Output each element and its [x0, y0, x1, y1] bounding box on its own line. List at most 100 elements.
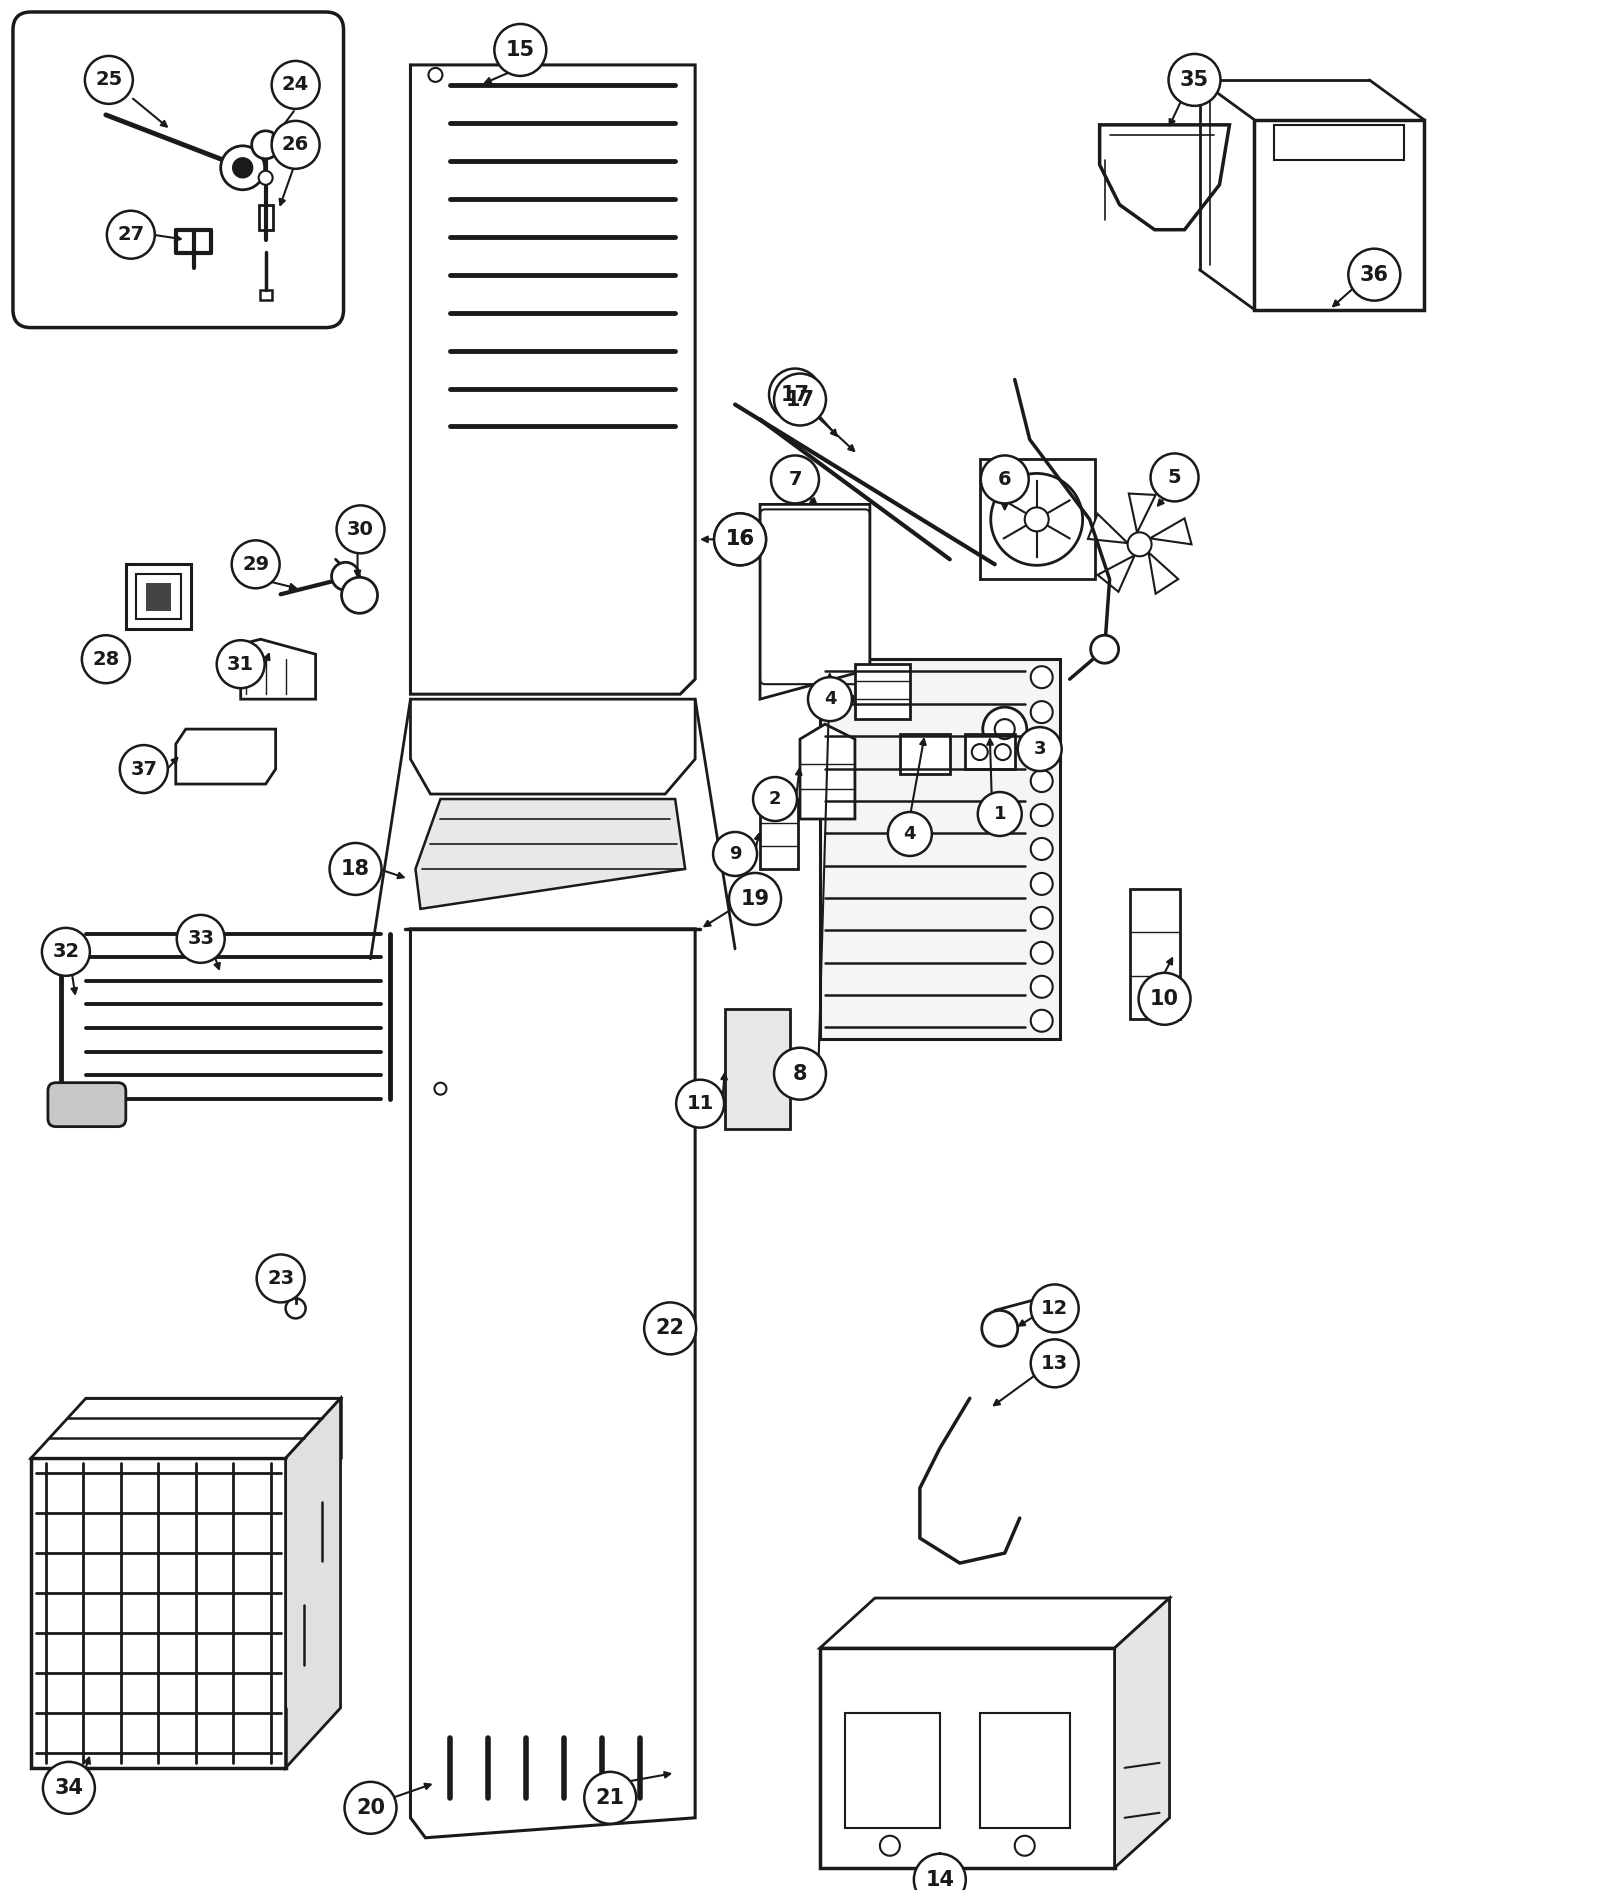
Circle shape	[251, 131, 280, 159]
Circle shape	[1014, 1835, 1035, 1856]
Circle shape	[1030, 872, 1053, 895]
Circle shape	[1030, 942, 1053, 963]
Polygon shape	[136, 575, 181, 619]
Polygon shape	[1254, 119, 1424, 310]
Circle shape	[584, 1771, 637, 1824]
Text: 16: 16	[725, 530, 755, 549]
Text: 26: 26	[282, 136, 309, 155]
Circle shape	[331, 562, 360, 590]
Polygon shape	[411, 64, 694, 694]
Polygon shape	[1099, 125, 1229, 229]
Bar	[845, 1712, 939, 1828]
Text: 18: 18	[341, 859, 370, 880]
Circle shape	[232, 157, 253, 178]
Text: 14: 14	[925, 1869, 954, 1890]
Circle shape	[107, 210, 155, 259]
Text: 31: 31	[227, 655, 254, 674]
Text: 4: 4	[824, 691, 837, 708]
Text: 13: 13	[1042, 1355, 1069, 1374]
Circle shape	[754, 778, 797, 821]
Polygon shape	[30, 1459, 286, 1767]
Circle shape	[771, 456, 819, 503]
Text: 4: 4	[904, 825, 917, 844]
Polygon shape	[240, 639, 315, 700]
Circle shape	[1030, 666, 1053, 689]
Circle shape	[176, 916, 224, 963]
Text: 29: 29	[242, 554, 269, 573]
Text: 3: 3	[1034, 740, 1046, 759]
Polygon shape	[800, 725, 854, 819]
Text: 22: 22	[656, 1319, 685, 1338]
Circle shape	[770, 369, 821, 420]
Polygon shape	[1088, 515, 1128, 543]
Text: 9: 9	[730, 846, 741, 863]
Circle shape	[429, 68, 443, 81]
Text: 36: 36	[1360, 265, 1389, 284]
Polygon shape	[819, 1599, 1170, 1648]
Polygon shape	[1275, 125, 1405, 159]
Circle shape	[914, 1854, 966, 1892]
Polygon shape	[1128, 494, 1155, 534]
Text: 21: 21	[595, 1788, 624, 1809]
Text: 15: 15	[506, 40, 534, 61]
Circle shape	[1091, 636, 1118, 664]
Polygon shape	[30, 1398, 341, 1459]
Circle shape	[645, 1302, 696, 1355]
Circle shape	[272, 121, 320, 168]
Polygon shape	[1098, 554, 1134, 592]
Circle shape	[981, 456, 1029, 503]
FancyBboxPatch shape	[13, 11, 344, 327]
Circle shape	[774, 373, 826, 426]
Circle shape	[216, 639, 264, 689]
Circle shape	[286, 1298, 306, 1319]
Bar	[979, 1712, 1070, 1828]
Polygon shape	[1130, 889, 1179, 1018]
Circle shape	[1030, 1010, 1053, 1031]
Circle shape	[1030, 702, 1053, 723]
FancyBboxPatch shape	[48, 1082, 126, 1126]
Polygon shape	[1149, 552, 1178, 594]
Text: 37: 37	[130, 759, 157, 780]
Polygon shape	[899, 734, 950, 774]
Polygon shape	[965, 734, 1014, 768]
Text: 32: 32	[53, 942, 80, 961]
Text: 17: 17	[781, 384, 810, 405]
Circle shape	[1030, 1340, 1078, 1387]
Polygon shape	[760, 505, 870, 700]
Polygon shape	[1150, 518, 1192, 545]
Circle shape	[714, 513, 766, 566]
Circle shape	[1150, 454, 1198, 501]
Text: 19: 19	[741, 889, 770, 908]
Polygon shape	[819, 1648, 1115, 1867]
Polygon shape	[411, 929, 694, 1837]
Circle shape	[120, 745, 168, 793]
Circle shape	[1030, 976, 1053, 997]
Text: 33: 33	[187, 929, 214, 948]
Text: 23: 23	[267, 1270, 294, 1288]
Circle shape	[1128, 532, 1152, 556]
Polygon shape	[760, 798, 798, 868]
Text: 27: 27	[117, 225, 144, 244]
Circle shape	[888, 812, 931, 855]
Circle shape	[1168, 55, 1221, 106]
Circle shape	[1030, 1285, 1078, 1332]
Circle shape	[336, 505, 384, 552]
Circle shape	[272, 61, 320, 110]
Text: 34: 34	[54, 1778, 83, 1797]
Text: 5: 5	[1168, 467, 1181, 486]
Polygon shape	[176, 728, 275, 783]
Text: 20: 20	[357, 1797, 386, 1818]
Text: 10: 10	[1150, 990, 1179, 1008]
Circle shape	[221, 146, 264, 189]
Circle shape	[774, 1048, 826, 1099]
Circle shape	[1024, 507, 1048, 532]
Circle shape	[344, 1782, 397, 1833]
Circle shape	[1030, 736, 1053, 757]
Circle shape	[259, 170, 272, 185]
Polygon shape	[1115, 1599, 1170, 1867]
Circle shape	[714, 513, 766, 566]
Text: 16: 16	[725, 530, 755, 549]
Circle shape	[1139, 972, 1190, 1025]
Text: 30: 30	[347, 520, 374, 539]
Circle shape	[978, 793, 1022, 836]
